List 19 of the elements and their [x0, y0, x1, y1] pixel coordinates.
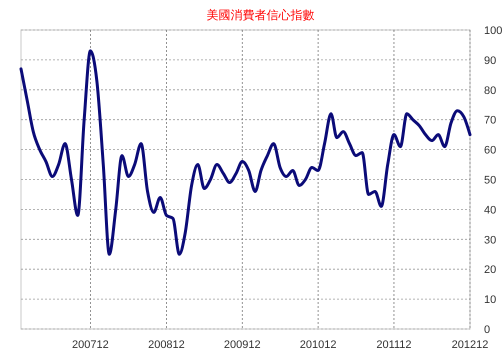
- x-tick-label: 200712: [72, 339, 109, 351]
- chart-title: 美國消費者信心指數: [206, 8, 314, 22]
- y-tick-label: 40: [484, 204, 496, 216]
- y-tick-label: 10: [484, 294, 496, 306]
- y-tick-label: 0: [484, 324, 490, 336]
- y-tick-label: 60: [484, 144, 496, 157]
- y-tick-label: 50: [484, 174, 496, 186]
- x-tick-label: 201212: [452, 339, 488, 351]
- y-tick-label: 90: [484, 54, 496, 67]
- x-tick-label: 200812: [148, 339, 185, 351]
- x-tick-label: 200912: [224, 339, 261, 351]
- y-tick-label: 100: [484, 25, 502, 37]
- line-series: [20, 49, 472, 256]
- y-tick-label: 70: [484, 114, 496, 127]
- y-tick-label: 30: [484, 234, 496, 246]
- y-tick-label: 80: [484, 84, 496, 97]
- x-tick-label: 201112: [376, 339, 412, 351]
- x-tick-label: 201012: [300, 339, 336, 351]
- y-tick-label: 20: [484, 264, 496, 276]
